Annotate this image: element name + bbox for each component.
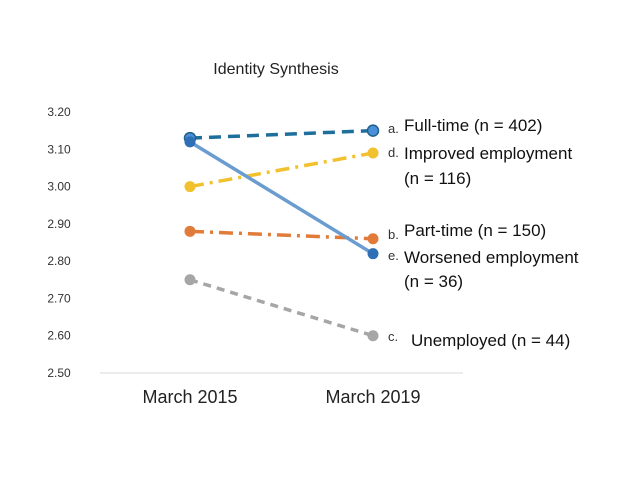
series-line — [189, 140, 374, 256]
y-tick-label: 2.70 — [47, 291, 71, 305]
series-label: (n = 116) — [404, 169, 471, 188]
series-lines — [189, 128, 374, 338]
series-letter: d. — [388, 145, 399, 160]
series-point — [184, 181, 196, 193]
series-label: (n = 36) — [404, 272, 463, 291]
y-tick-label: 2.60 — [47, 329, 71, 343]
series-point — [367, 233, 379, 245]
x-tick-label: March 2015 — [142, 387, 237, 407]
series-label: Part-time (n = 150) — [404, 221, 546, 240]
series-point — [366, 124, 380, 137]
series-letter: c. — [388, 329, 398, 344]
series-markers — [183, 124, 380, 342]
y-tick-labels: 3.20 3.10 3.00 2.90 2.80 2.70 2.60 2.50 — [47, 105, 71, 380]
y-tick-label: 3.10 — [47, 142, 71, 156]
series-line — [189, 128, 374, 140]
series-line — [189, 151, 374, 189]
series-letter: b. — [388, 227, 399, 242]
x-tick-labels: March 2015 March 2019 — [142, 387, 420, 407]
series-label: Improved employment — [404, 144, 572, 163]
y-tick-label: 3.00 — [47, 180, 71, 194]
series-line — [189, 278, 374, 338]
series-line — [189, 229, 374, 241]
series-point — [367, 248, 379, 260]
series-point — [184, 274, 196, 286]
chart-title: Identity Synthesis — [213, 61, 338, 78]
y-tick-label: 2.80 — [47, 254, 71, 268]
series-point — [184, 225, 196, 237]
series-label: Worsened employment — [404, 248, 579, 267]
y-tick-label: 2.50 — [47, 366, 71, 380]
series-point — [367, 147, 379, 159]
series-labels: a. Full-time (n = 402) d. Improved employme… — [388, 116, 579, 350]
series-point — [367, 330, 379, 342]
series-label: Full-time (n = 402) — [404, 116, 542, 135]
y-tick-label: 2.90 — [47, 217, 71, 231]
series-letter: a. — [388, 121, 399, 136]
series-letter: e. — [388, 248, 399, 263]
series-label: Unemployed (n = 44) — [411, 331, 570, 350]
series-point — [184, 136, 196, 148]
y-tick-label: 3.20 — [47, 105, 71, 119]
x-tick-label: March 2019 — [325, 387, 420, 407]
